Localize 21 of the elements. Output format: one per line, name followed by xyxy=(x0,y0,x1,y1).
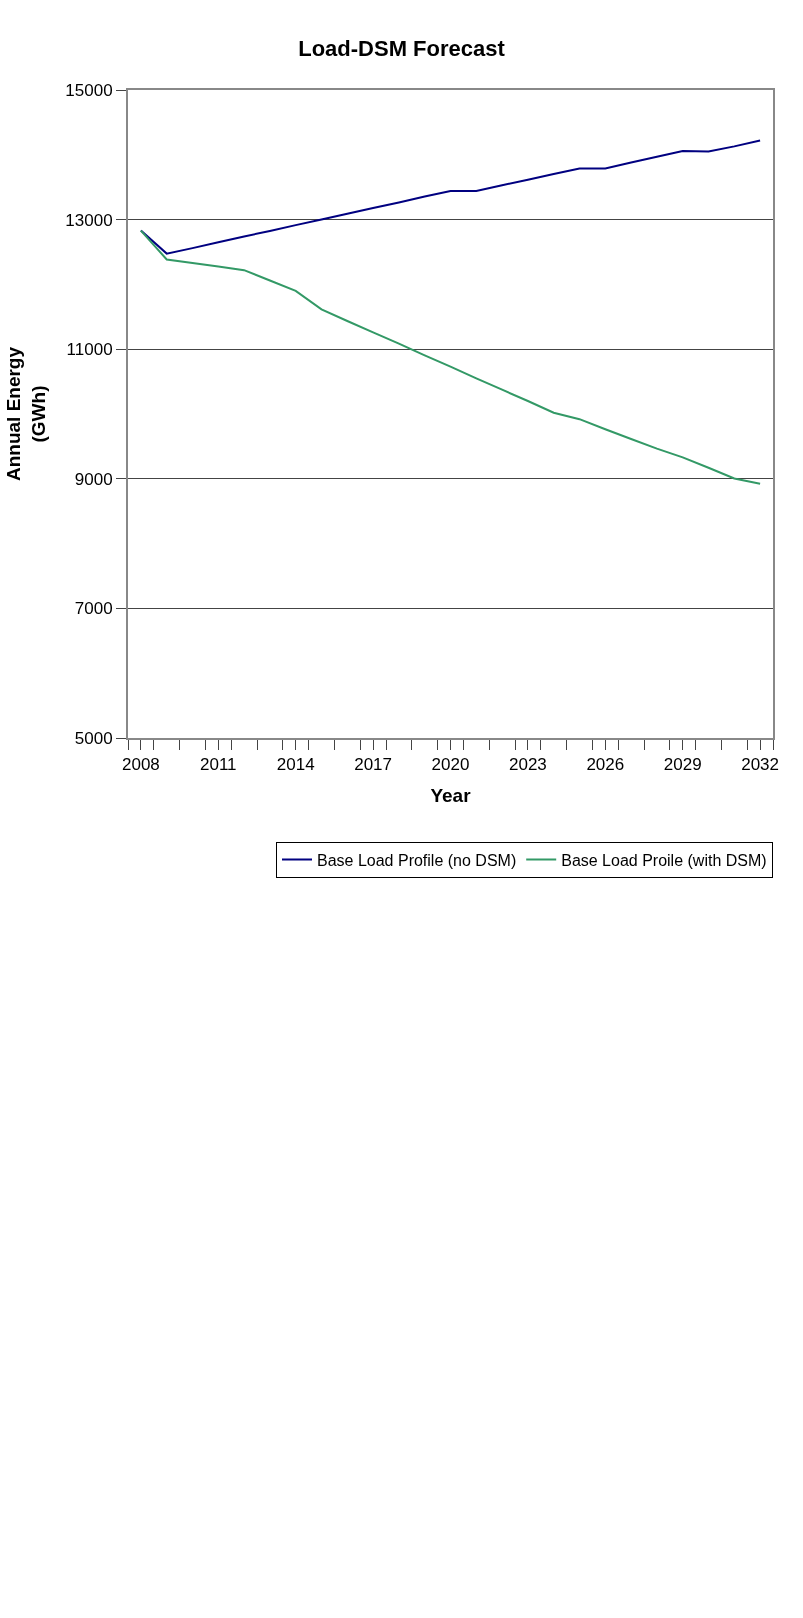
x-tick-label: 2023 xyxy=(508,755,547,775)
x-tick-label: 2026 xyxy=(586,755,625,775)
y-tick-label: 15000 xyxy=(65,80,113,100)
y-tick-label: 7000 xyxy=(74,599,113,619)
x-tick-label: 2014 xyxy=(276,755,315,775)
chart-title: Load-DSM Forecast xyxy=(298,35,506,61)
x-tick-label: 2029 xyxy=(663,755,702,775)
legend-label: Base Load Profile (no DSM) xyxy=(317,851,517,869)
x-axis-title: Year xyxy=(430,784,472,806)
y-tick-label: 11000 xyxy=(66,340,113,360)
x-tick-label: 2008 xyxy=(121,755,160,775)
y-tick-label: 5000 xyxy=(74,728,113,748)
y-axis-title: Annual Energy (GWh) xyxy=(2,346,49,482)
x-tick-label: 2032 xyxy=(741,755,780,775)
y-tick-label: 13000 xyxy=(65,210,113,230)
y-tick-label: 9000 xyxy=(74,469,113,489)
x-tick-label: 2011 xyxy=(200,755,237,775)
x-tick-label: 2017 xyxy=(354,755,393,775)
line-series xyxy=(139,229,762,485)
x-tick-label: 2020 xyxy=(431,755,470,775)
legend-label: Base Load Proile (with DSM) xyxy=(561,851,767,869)
